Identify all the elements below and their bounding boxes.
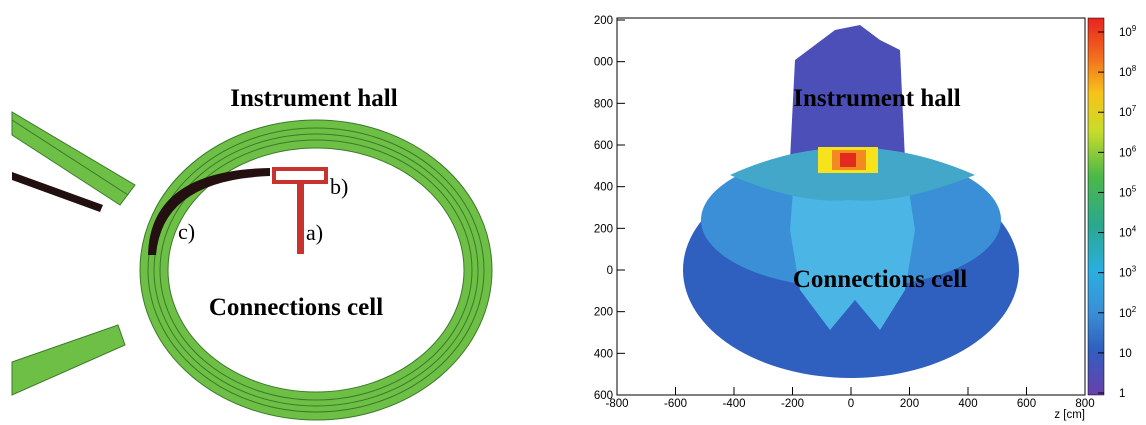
- hotspot-core: [840, 153, 856, 167]
- x-tick-label: 400: [958, 398, 977, 410]
- upper-fan: [730, 147, 975, 201]
- x-tick-label: -400: [722, 398, 745, 410]
- y-tick-label: 000: [594, 57, 613, 69]
- colorbar-label: 10: [1119, 348, 1132, 360]
- colorbar-label: 1: [1119, 388, 1125, 400]
- colorbar-exp: 6: [1132, 144, 1137, 153]
- colorbar-label: 102: [1119, 305, 1137, 320]
- colorbar-label: 104: [1119, 225, 1137, 240]
- colorbar-base: 10: [1119, 67, 1132, 79]
- tower: [790, 25, 905, 160]
- colorbar-label: 109: [1119, 24, 1137, 39]
- ring-line: [159, 139, 473, 401]
- overlay-instrument-hall: Instrument hall: [793, 85, 960, 112]
- overlay-connections-cell: Connections cell: [793, 266, 967, 293]
- colorbar-exp: 2: [1132, 305, 1137, 314]
- y-tick-label: 200: [594, 223, 613, 235]
- label-connections-cell: Connections cell: [209, 294, 383, 321]
- colorbar-base: 10: [1119, 308, 1132, 320]
- ring-line: [147, 127, 485, 413]
- upper-arm: [11, 111, 136, 206]
- ring-line: [153, 133, 479, 407]
- colorbar-exp: 9: [1132, 24, 1137, 33]
- x-tick-label: 600: [1017, 398, 1036, 410]
- colorbar-exp: 3: [1132, 265, 1137, 274]
- colorbar-exp: 4: [1132, 225, 1137, 234]
- y-tick-label: 400: [594, 182, 613, 194]
- colorbar-exp: 7: [1132, 104, 1137, 113]
- ticks: -800 -600 -400 -200 0 200 400 600 80020000080060…: [594, 15, 1137, 410]
- colorbar-base: 1: [1119, 388, 1125, 400]
- x-tick-label: -600: [664, 398, 687, 410]
- x-tick-label: 800: [1075, 398, 1094, 410]
- lower-arm: [11, 324, 126, 396]
- colorbar-exp: 5: [1132, 184, 1137, 193]
- colorbar-base: 10: [1119, 147, 1132, 159]
- colorbar-label: 106: [1119, 144, 1137, 159]
- colorbar-base: 10: [1119, 268, 1132, 280]
- x-tick-label: -800: [605, 398, 628, 410]
- colorbar-label: 108: [1119, 64, 1137, 79]
- label-c: c): [178, 219, 195, 244]
- x-tick-label: 200: [900, 398, 919, 410]
- label-instrument-hall: Instrument hall: [230, 85, 397, 112]
- x-tick-label: -200: [781, 398, 804, 410]
- y-tick-label: 600: [594, 390, 613, 402]
- colorbar-exp: 8: [1132, 64, 1137, 73]
- y-tick-label: 200: [594, 307, 613, 319]
- red-stem: [297, 178, 304, 254]
- inner-ring: [167, 147, 465, 393]
- arm-line: [11, 119, 129, 196]
- y-tick-label: 800: [594, 98, 613, 110]
- label-b: b): [330, 174, 348, 199]
- y-tick-label: 200: [594, 15, 613, 27]
- y-tick-label: 0: [607, 265, 613, 277]
- colorbar-label: 105: [1119, 184, 1137, 199]
- x-axis-label: z [cm]: [1054, 409, 1085, 421]
- colorbar-base: 10: [1119, 187, 1132, 199]
- x-tick-label: 0: [848, 398, 854, 410]
- black-arc: [148, 168, 270, 255]
- colorbar-label: 103: [1119, 265, 1137, 280]
- label-a: a): [306, 220, 323, 245]
- red-box: [272, 167, 328, 184]
- colorbar-base: 10: [1119, 107, 1132, 119]
- colorbar-base: 10: [1119, 228, 1132, 240]
- left-diagram: Instrument hall Connections cell a) b) c…: [11, 85, 493, 421]
- y-tick-label: 400: [594, 348, 613, 360]
- black-duct: [12, 172, 103, 212]
- core-plume: [790, 165, 915, 330]
- colorbar-label: 107: [1119, 104, 1137, 119]
- heatmap: Instrument hall Connections cell z [cm]: [616, 17, 1105, 421]
- colorbar-base: 10: [1119, 27, 1132, 39]
- y-tick-label: 600: [594, 140, 613, 152]
- colorbar: [1087, 17, 1105, 396]
- colorbar-base: 10: [1119, 348, 1132, 360]
